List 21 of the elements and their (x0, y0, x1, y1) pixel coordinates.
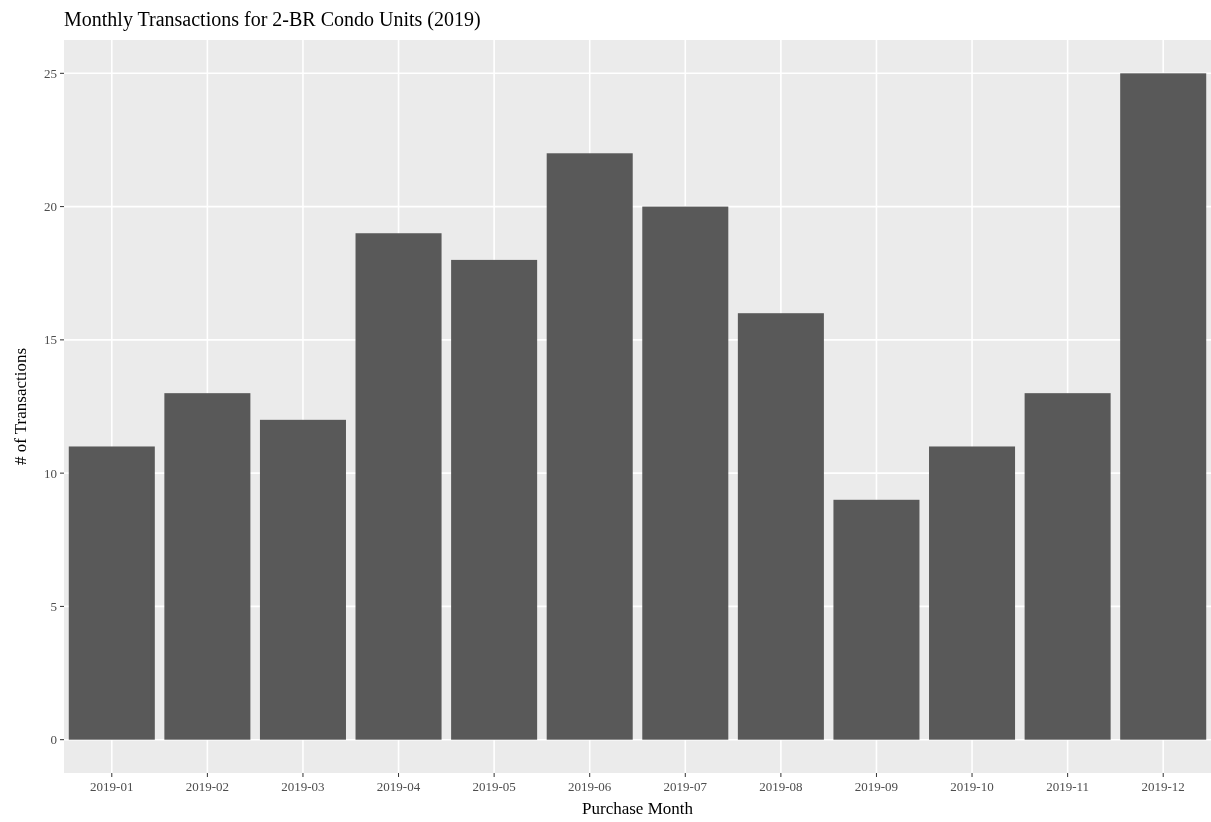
x-tick-label: 2019-02 (185, 779, 230, 794)
x-axis-title: Purchase Month (582, 799, 694, 818)
x-tick-label: 2019-08 (759, 779, 803, 794)
y-tick-label: 0 (50, 732, 57, 748)
x-tick-label: 2019-01 (90, 779, 134, 794)
y-tick-label: 20 (44, 199, 57, 215)
x-tick-label: 2019-11 (1046, 779, 1090, 794)
x-tick-label: 2019-07 (663, 779, 708, 794)
x-tick-label: 2019-05 (472, 779, 516, 794)
x-tick-label: 2019-04 (376, 779, 421, 794)
x-tick-label: 2019-12 (1141, 779, 1185, 794)
y-axis-title: # of Transactions (11, 347, 30, 466)
y-tick-label: 25 (44, 65, 57, 81)
x-tick-label: 2019-03 (281, 779, 325, 794)
chart-title: Monthly Transactions for 2-BR Condo Units (2019) (64, 8, 481, 31)
x-tick-label: 2019-09 (854, 779, 899, 794)
x-tick-label: 2019-10 (950, 779, 994, 794)
y-tick-label: 15 (44, 332, 57, 348)
y-tick-label: 5 (50, 598, 57, 614)
y-tick-label: 10 (44, 465, 57, 481)
x-tick-label: 2019-06 (568, 779, 612, 794)
